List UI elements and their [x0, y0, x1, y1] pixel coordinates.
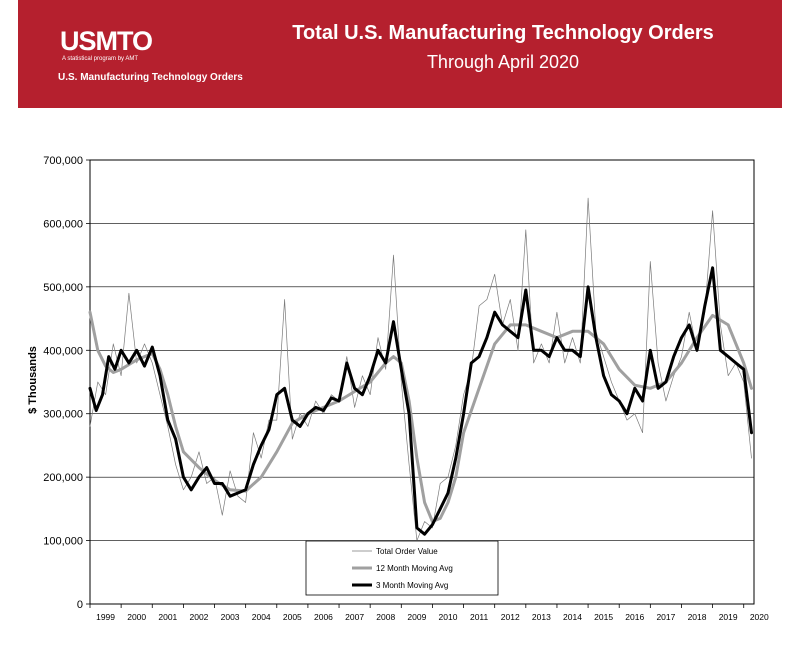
legend-label: Total Order Value	[376, 547, 438, 556]
x-tick-label: 1999	[96, 612, 115, 622]
y-tick-label: 500,000	[43, 282, 83, 294]
x-tick-label: 2012	[501, 612, 520, 622]
y-axis: 0 100,000 200,000 300,000 400,000 500,000 600,…	[43, 155, 90, 611]
plot-area	[89, 159, 755, 605]
y-tick-label: 600,000	[43, 218, 83, 230]
x-tick-label: 2013	[532, 612, 551, 622]
x-tick-label: 2006	[314, 612, 333, 622]
y-tick-label: 400,000	[43, 345, 83, 357]
header-banner: USMTO A statistical program by AMT U.S. …	[18, 0, 782, 108]
x-tick-label: 2003	[221, 612, 240, 622]
legend-label: 3 Month Moving Avg	[376, 581, 448, 590]
x-tick-label: 2014	[563, 612, 582, 622]
x-tick-label: 2000	[127, 612, 146, 622]
x-tick-label: 2011	[470, 612, 489, 622]
series-line-2	[88, 310, 753, 523]
program-name: U.S. Manufacturing Technology Orders	[58, 72, 243, 83]
usmto-logo: USMTO	[60, 26, 153, 56]
x-tick-label: 2004	[252, 612, 271, 622]
x-tick-label: 2002	[189, 612, 208, 622]
page-title: Total U.S. Manufacturing Technology Orde…	[292, 22, 714, 44]
page-subtitle: Through April 2020	[426, 52, 580, 72]
x-tick-label: 2009	[407, 612, 426, 622]
x-tick-label: 2019	[719, 612, 738, 622]
y-tick-label: 100,000	[43, 536, 83, 548]
y-tick-label: 700,000	[43, 155, 83, 167]
x-tick-label: 2016	[625, 612, 644, 622]
x-tick-label: 2010	[439, 612, 458, 622]
legend-label: 12 Month Moving Avg	[376, 564, 453, 573]
legend-box	[305, 540, 499, 596]
logo-subtitle: A statistical program by AMT	[62, 56, 139, 62]
y-tick-label: 300,000	[43, 409, 83, 421]
series-lines	[88, 197, 753, 541]
x-tick-label: 2005	[283, 612, 302, 622]
y-tick-label: 0	[77, 599, 83, 611]
x-tick-label: 2007	[345, 612, 364, 622]
x-tick-label: 2015	[594, 612, 613, 622]
x-tick-label: 2018	[688, 612, 707, 622]
y-axis-label: $ Thousands	[27, 346, 39, 414]
x-tick-label: 2017	[656, 612, 675, 622]
y-tick-label: 200,000	[43, 472, 83, 484]
x-axis: 1999 2000 2001 2002 2003 2004 2005 2006 2007 2008…	[89, 604, 769, 622]
x-tick-label: 2001	[158, 612, 177, 622]
series-line-3	[88, 266, 753, 536]
legend: Total Order Value 12 Month Moving Avg 3 Mo…	[305, 540, 499, 596]
x-tick-label: 2008	[376, 612, 395, 622]
x-tick-label: 2020	[750, 612, 769, 622]
